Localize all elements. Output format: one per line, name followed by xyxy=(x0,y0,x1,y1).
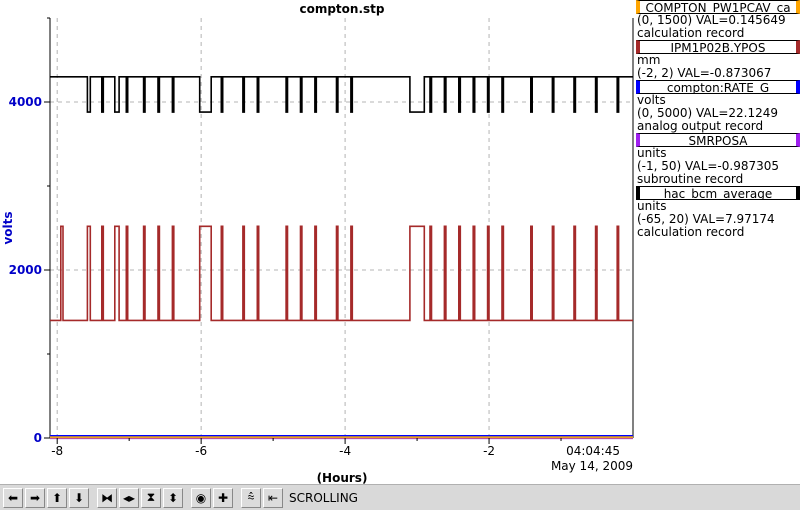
legend-entry-detail: calculation record xyxy=(637,26,745,40)
legend-entry-detail: units xyxy=(637,146,667,160)
legend-entry-name: SMRPOSA xyxy=(636,133,800,147)
legend-entry[interactable]: SMRPOSA units (-1, 50) VAL=-0.987305 subrou… xyxy=(636,133,800,186)
plot-area xyxy=(50,18,633,438)
add-icon: ✚ xyxy=(217,490,229,505)
legend-entry-name: COMPTON_PW1PCAV_ca xyxy=(636,0,800,14)
legend-entry-detail: (0, 5000) VAL=22.1249 xyxy=(637,106,778,120)
left-arrow-icon: ⬅ xyxy=(7,490,19,505)
legend-entry-detail: (-1, 50) VAL=-0.987305 xyxy=(637,159,780,173)
autoscale-button[interactable]: ⩯ xyxy=(241,487,261,508)
legend-entry-detail: (-65, 20) VAL=7.97174 xyxy=(637,212,775,226)
legend-entry-detail: (-2, 2) VAL=-0.873067 xyxy=(637,66,772,80)
zoom-in-vertical-icon: ⧗ xyxy=(146,490,156,504)
legend: COMPTON_PW1PCAV_ca (0, 1500) VAL=0.145649… xyxy=(636,0,800,239)
back-button[interactable]: ⇤ xyxy=(263,487,283,508)
down-arrow-button[interactable]: ⬇ xyxy=(69,487,89,508)
x-axis-label: (Hours) xyxy=(317,471,368,485)
legend-entry[interactable]: COMPTON_PW1PCAV_ca (0, 1500) VAL=0.145649… xyxy=(636,0,800,40)
date-label: May 14, 2009 xyxy=(551,459,633,473)
legend-entry-detail: units xyxy=(637,199,667,213)
y-axis-label: volts xyxy=(1,211,15,244)
series-line-0 xyxy=(50,76,633,113)
x-tick-label: -8 xyxy=(51,444,63,458)
tick-layer: -8 -6 -4 -2 0 2000 4000 xyxy=(9,17,562,458)
legend-entry-detail: subroutine record xyxy=(637,172,744,186)
zoom-out-vertical-button[interactable]: ⬍ xyxy=(163,487,183,508)
legend-entry-detail: (0, 1500) VAL=0.145649 xyxy=(637,13,786,27)
back-icon: ⇤ xyxy=(267,490,279,505)
y-tick-label: 2000 xyxy=(9,263,42,277)
down-arrow-icon: ⬇ xyxy=(73,490,85,505)
right-arrow-icon: ➡ xyxy=(29,490,41,505)
legend-entry[interactable]: IPM1P02B.YPOS mm (-2, 2) VAL=-0.873067 xyxy=(636,40,800,80)
pause-icon: ◉ xyxy=(195,490,207,505)
zoom-in-vertical-button[interactable]: ⧗ xyxy=(141,487,161,508)
legend-entry-detail: mm xyxy=(637,53,661,67)
chart-title: compton.stp xyxy=(299,2,384,16)
autoscale-icon: ⩯ xyxy=(247,490,255,504)
x-tick-label: -6 xyxy=(195,444,207,458)
legend-entry-name: hac_bcm_average xyxy=(636,186,800,200)
legend-entry-name: compton:RATE_G xyxy=(636,80,800,94)
time-label: 04:04:45 xyxy=(566,444,620,458)
pause-button[interactable]: ◉ xyxy=(191,487,211,508)
left-arrow-button[interactable]: ⬅ xyxy=(3,487,23,508)
zoom-out-vertical-icon: ⬍ xyxy=(167,490,179,505)
legend-entry[interactable]: hac_bcm_average units (-65, 20) VAL=7.9717… xyxy=(636,186,800,239)
x-tick-label: -4 xyxy=(339,444,351,458)
up-arrow-icon: ⬆ xyxy=(51,490,63,505)
zoom-out-horizontal-button[interactable]: ◂▸ xyxy=(119,487,139,508)
legend-entry-detail: calculation record xyxy=(637,225,745,239)
toolbar-buttons: ⬅ ➡ ⬆ ⬇ ⧓ ◂▸ ⧗ ⬍ ◉ ✚ ⩯ ⇤ xyxy=(3,487,285,508)
series-line-1 xyxy=(50,225,633,322)
right-arrow-button[interactable]: ➡ xyxy=(25,487,45,508)
legend-entry-name: IPM1P02B.YPOS xyxy=(636,40,800,54)
zoom-in-horizontal-icon: ⧓ xyxy=(101,490,113,505)
series-layer xyxy=(50,76,633,440)
x-tick-label: -2 xyxy=(483,444,495,458)
legend-entry[interactable]: compton:RATE_G volts (0, 5000) VAL=22.1249… xyxy=(636,80,800,133)
legend-entry-detail: volts xyxy=(637,93,666,107)
status-text: SCROLLING xyxy=(289,490,358,505)
y-tick-label: 0 xyxy=(34,431,42,445)
zoom-out-horizontal-icon: ◂▸ xyxy=(122,490,136,505)
zoom-in-horizontal-button[interactable]: ⧓ xyxy=(97,487,117,508)
y-tick-label: 4000 xyxy=(9,95,42,109)
toolbar: ⬅ ➡ ⬆ ⬇ ⧓ ◂▸ ⧗ ⬍ ◉ ✚ ⩯ ⇤ SCROLLING xyxy=(0,484,800,510)
up-arrow-button[interactable]: ⬆ xyxy=(47,487,67,508)
legend-entry-detail: analog output record xyxy=(637,119,764,133)
add-button[interactable]: ✚ xyxy=(213,487,233,508)
